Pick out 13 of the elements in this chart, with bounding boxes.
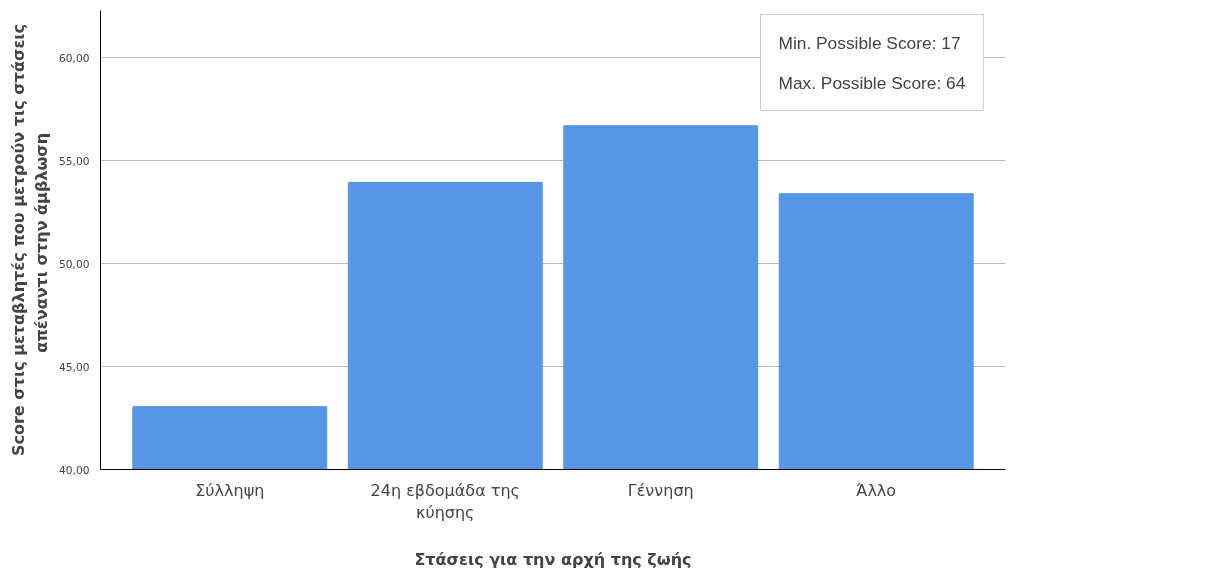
x-tick-label: 24η εβδομάδα της κύησης <box>370 480 520 523</box>
annotation: Max. Possible Score: 64 <box>778 72 966 93</box>
y-tick-label: 50,00 <box>58 257 90 271</box>
y-tick-label: 55,00 <box>58 154 90 168</box>
y-tick-label: 40,00 <box>58 463 90 477</box>
y-tick-label: 60,00 <box>58 51 90 65</box>
x-tick-label: Σύλληψη <box>195 480 265 500</box>
x-tick-label: Άλλο <box>856 480 897 500</box>
y-tick-label: 45,00 <box>58 360 90 374</box>
annotation: Min. Possible Score: 17 <box>778 32 961 53</box>
x-tick-label: Γέννηση <box>627 480 694 500</box>
x-axis-title: Στάσεις για την αρχή της ζωής <box>414 550 692 570</box>
y-axis-title: Score στις μεταβλητές που μετρούν τις στάσεις απέναντι στην άμβλωση <box>9 23 51 457</box>
